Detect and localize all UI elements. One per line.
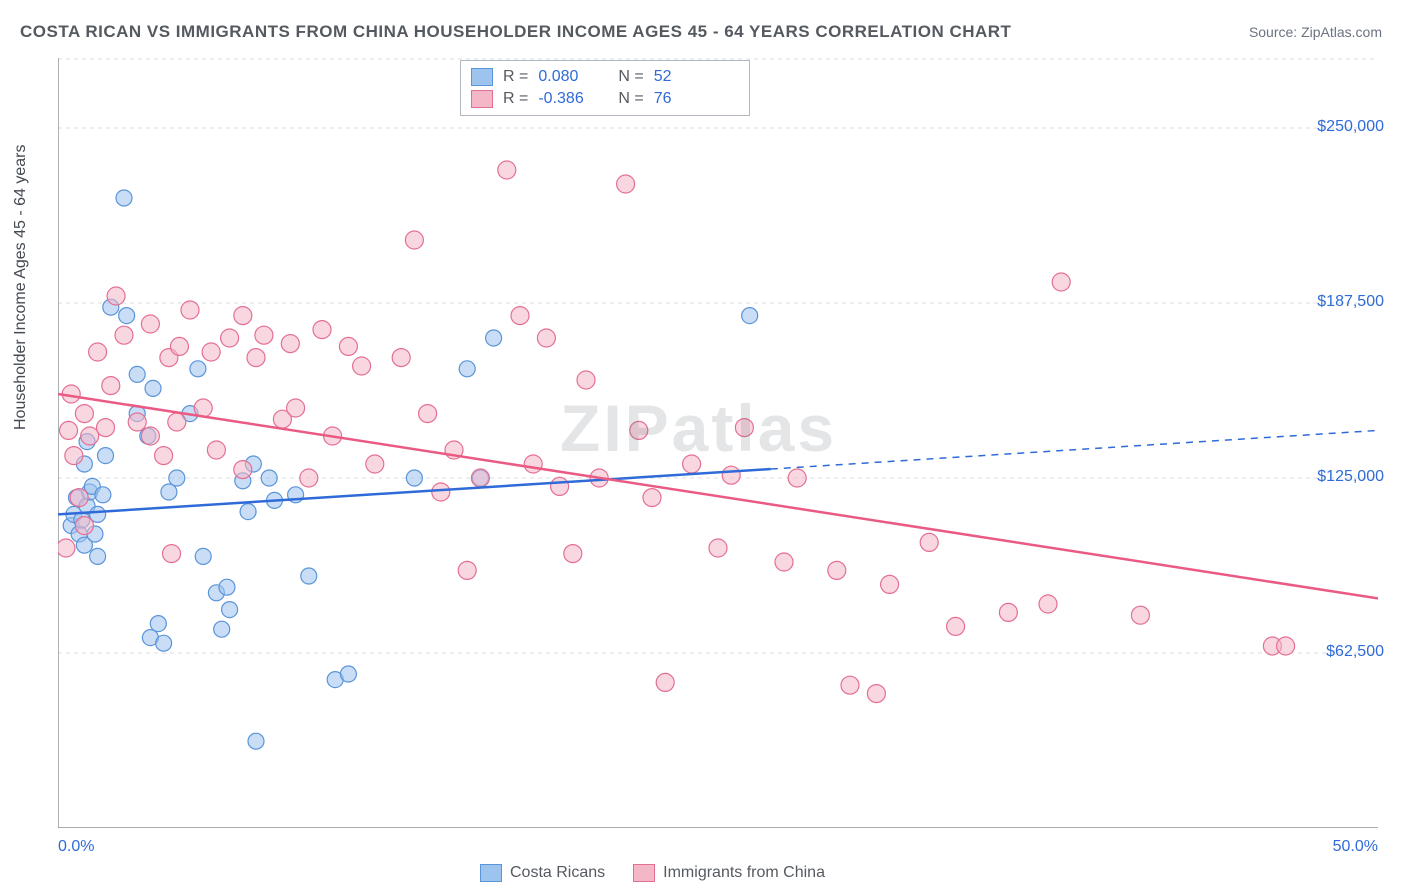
scatter-plot xyxy=(58,58,1378,828)
legend-item: Costa Ricans xyxy=(480,864,605,882)
legend-label: Immigrants from China xyxy=(663,864,825,882)
chart-title: COSTA RICAN VS IMMIGRANTS FROM CHINA HOU… xyxy=(20,22,1011,42)
x-min-label: 0.0% xyxy=(58,838,94,856)
y-tick-label: $250,000 xyxy=(1264,118,1384,136)
y-tick-label: $125,000 xyxy=(1264,468,1384,486)
legend-swatch xyxy=(633,864,655,882)
legend-swatch xyxy=(480,864,502,882)
legend-row: R = -0.386N = 76 xyxy=(471,88,739,110)
source-attribution: Source: ZipAtlas.com xyxy=(1249,24,1382,40)
correlation-legend: R = 0.080N = 52R = -0.386N = 76 xyxy=(460,60,750,116)
series-legend: Costa Ricans Immigrants from China xyxy=(480,864,825,882)
legend-swatch xyxy=(471,90,493,108)
y-axis-label: Householder Income Ages 45 - 64 years xyxy=(12,145,30,431)
legend-item: Immigrants from China xyxy=(633,864,825,882)
legend-swatch xyxy=(471,68,493,86)
x-max-label: 50.0% xyxy=(1333,838,1378,856)
legend-row: R = 0.080N = 52 xyxy=(471,66,739,88)
y-tick-label: $187,500 xyxy=(1264,293,1384,311)
y-tick-label: $62,500 xyxy=(1264,643,1384,661)
legend-label: Costa Ricans xyxy=(510,864,605,882)
